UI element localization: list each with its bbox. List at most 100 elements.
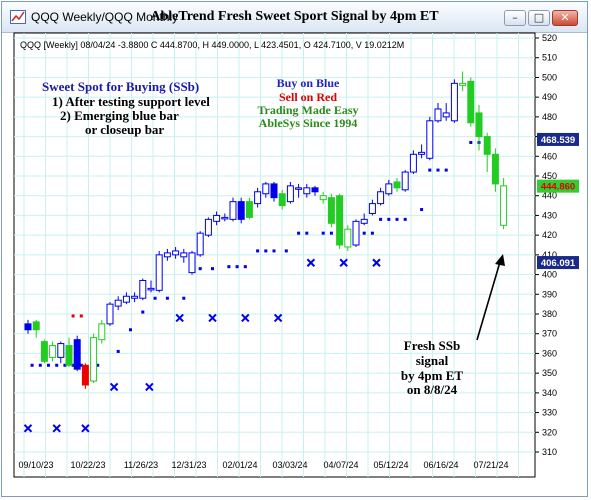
window-title: QQQ Weekly/QQQ Monthly xyxy=(31,10,179,24)
price-bar-body xyxy=(319,195,327,201)
price-bar xyxy=(114,296,122,311)
legend-buy-blue: Buy on Blue xyxy=(277,76,340,90)
close-button[interactable]: ✕ xyxy=(552,10,578,26)
price-bars xyxy=(24,71,508,389)
price-bar-body xyxy=(65,345,73,366)
y-tick-label: 510 xyxy=(542,53,557,63)
maximize-button[interactable]: □ xyxy=(528,10,550,26)
x-tick-label: 06/16/24 xyxy=(423,460,458,470)
price-bar xyxy=(401,170,409,192)
stop-dot xyxy=(198,267,202,271)
stop-dot xyxy=(55,363,59,367)
stop-dot xyxy=(329,231,333,235)
y-tick-label: 490 xyxy=(542,92,557,102)
x-tick-label: 07/21/24 xyxy=(473,460,508,470)
price-bar-body xyxy=(459,82,467,86)
price-bar xyxy=(377,187,385,206)
price-bar-body xyxy=(57,343,65,358)
price-bar xyxy=(344,225,352,251)
stop-dot xyxy=(379,217,383,221)
title-bar[interactable]: QQQ Weekly/QQQ Monthly AbleTrend Fresh S… xyxy=(2,2,587,33)
y-tick-label: 310 xyxy=(542,447,557,457)
x-tick-label: 12/31/23 xyxy=(171,460,206,470)
price-marker-406: 406.091 xyxy=(537,256,579,270)
support-cross xyxy=(23,424,33,433)
price-bar-body xyxy=(295,187,303,190)
price-bar xyxy=(180,248,188,263)
y-tick-label: 520 xyxy=(542,33,557,43)
y-tick-label: 450 xyxy=(542,171,557,181)
price-bar xyxy=(327,193,335,228)
stop-dot xyxy=(129,328,132,332)
price-bar xyxy=(393,177,401,192)
price-bar xyxy=(24,319,32,334)
price-bar-body xyxy=(344,228,352,248)
price-bar-body xyxy=(98,323,106,341)
price-bar-body xyxy=(434,108,442,122)
price-bar-body xyxy=(73,339,81,370)
support-cross-stroke xyxy=(23,424,33,433)
stop-dot xyxy=(420,208,424,212)
price-bar-body xyxy=(188,252,196,274)
price-bar xyxy=(360,213,368,226)
stop-dot xyxy=(321,231,325,235)
price-bar-body xyxy=(180,252,188,258)
support-cross-stroke xyxy=(145,382,154,392)
stop-dot xyxy=(444,168,448,172)
stop-dot xyxy=(63,363,67,367)
sweet-spot-heading: Sweet Spot for Buying (SSb) xyxy=(42,79,199,94)
price-bar xyxy=(467,77,475,127)
price-bar-body xyxy=(81,364,89,386)
price-bar-body xyxy=(122,295,130,303)
price-marker-468-label: 468.539 xyxy=(541,135,575,146)
x-tick-label: 09/10/23 xyxy=(18,460,53,470)
support-cross-stroke xyxy=(241,313,250,323)
signal-note-2: signal xyxy=(416,353,449,368)
y-tick-label: 340 xyxy=(542,388,557,398)
price-bar xyxy=(368,199,376,216)
signal-note-3: by 4pm ET xyxy=(401,368,463,383)
stop-dot xyxy=(79,314,83,318)
price-bar-body xyxy=(245,201,253,218)
price-bar xyxy=(270,181,278,202)
price-bar xyxy=(245,197,253,220)
y-tick-label: 320 xyxy=(542,427,557,437)
price-bar-body xyxy=(426,120,434,159)
stop-dot xyxy=(235,265,239,269)
price-bar xyxy=(475,105,483,151)
price-marker-468: 468.539 xyxy=(537,132,579,146)
price-bar xyxy=(221,213,229,222)
stop-dot xyxy=(387,217,391,221)
y-tick-label: 380 xyxy=(542,309,557,319)
price-bar xyxy=(426,116,434,161)
price-bar xyxy=(213,211,221,226)
price-bar-body xyxy=(311,187,319,193)
signal-note-4: on 8/8/24 xyxy=(407,382,458,397)
support-cross-stroke xyxy=(52,424,61,433)
price-bar xyxy=(500,177,508,230)
price-bar xyxy=(303,183,311,198)
price-bar-body xyxy=(286,185,294,203)
x-tick-label: 03/03/24 xyxy=(272,460,307,470)
stop-dot xyxy=(436,168,440,172)
sweet-spot-rule-1: 1) After testing support level xyxy=(52,94,210,109)
price-bar xyxy=(106,302,114,326)
price-bar-body xyxy=(327,197,335,224)
price-bar-body xyxy=(393,181,401,189)
price-bar xyxy=(254,187,262,208)
minimize-button[interactable]: – xyxy=(504,10,526,26)
price-bar-body xyxy=(147,287,155,291)
price-bar-body xyxy=(196,232,204,256)
price-bar xyxy=(131,292,139,303)
price-bar xyxy=(196,231,204,257)
support-cross xyxy=(52,424,61,433)
sweet-spot-rule-2: 2) Emerging blue bar xyxy=(60,108,179,123)
stop-dot xyxy=(71,314,75,318)
price-bar xyxy=(450,79,458,123)
price-bar-body xyxy=(385,183,393,195)
stop-dot xyxy=(227,265,231,269)
price-bar-body xyxy=(24,323,32,331)
support-cross xyxy=(339,258,348,267)
x-tick-label: 02/01/24 xyxy=(222,460,257,470)
